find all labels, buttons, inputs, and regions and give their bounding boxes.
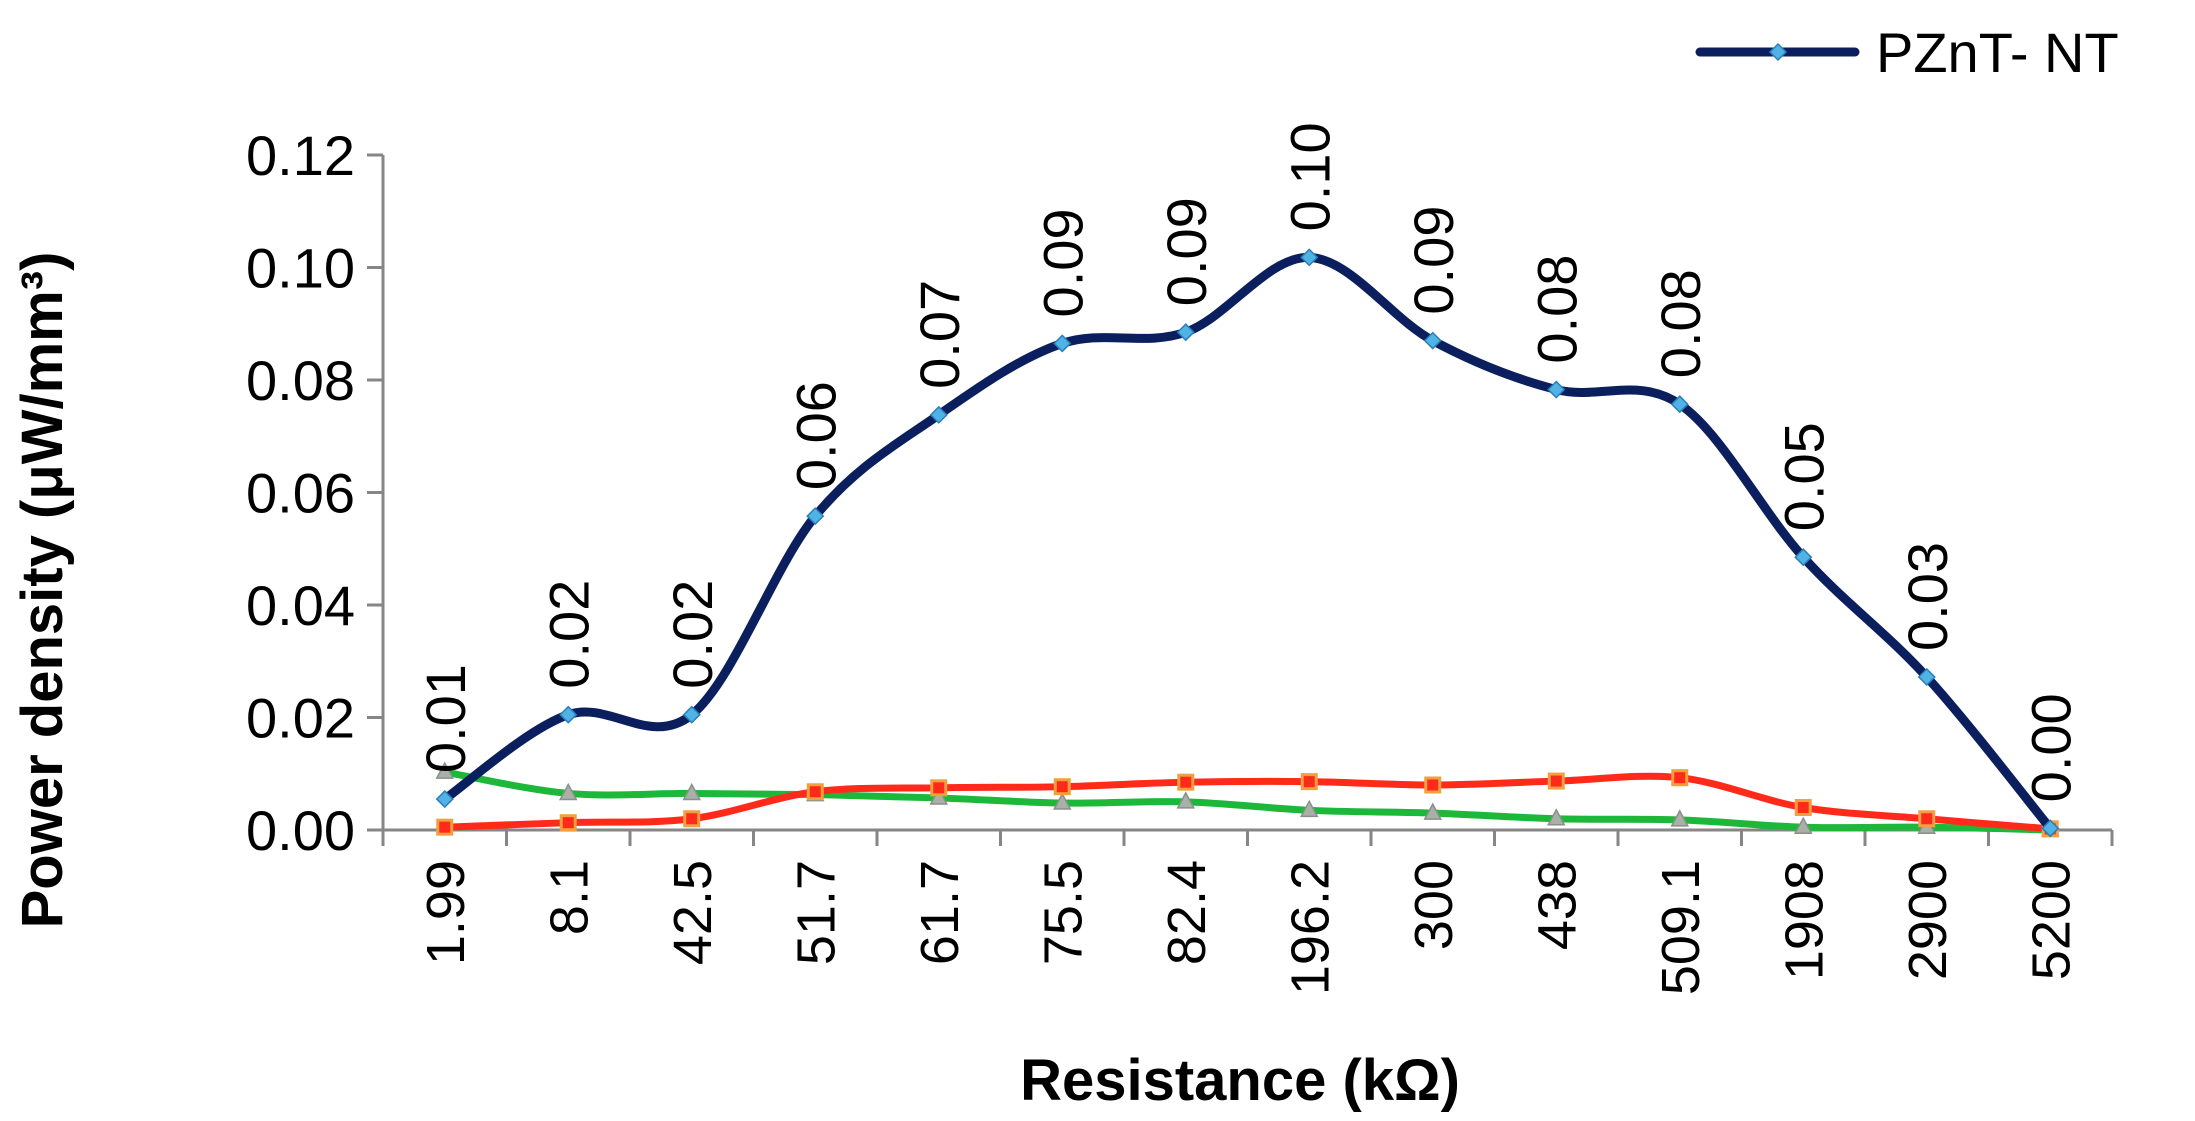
series-1-point [1053, 334, 1072, 353]
x-tick-label: 196.2 [1280, 860, 1340, 995]
x-tick-label: 509.1 [1651, 860, 1711, 995]
data-label: 0.03 [1896, 542, 1959, 651]
x-tick-label: 82.4 [1157, 860, 1217, 965]
series-3-point [682, 782, 701, 801]
data-label: 0.09 [1155, 197, 1218, 306]
series-1-point [1423, 331, 1442, 350]
y-axis-title: Power density (μW/mm³) [10, 252, 75, 929]
series-1-point [435, 790, 454, 809]
series-1-point [1794, 548, 1813, 567]
series-3 [435, 761, 2060, 837]
x-axis-title: Resistance (kΩ) [1020, 1048, 1460, 1113]
data-label: 0.01 [414, 664, 477, 773]
series-3-line [441, 768, 2054, 834]
series-1-point [2041, 819, 2060, 838]
series-1-point [1670, 395, 1689, 414]
x-tick-label: 75.5 [1033, 860, 1093, 965]
data-label: 0.07 [908, 280, 971, 389]
data-label: 0.02 [537, 580, 600, 689]
series-2-point [1300, 773, 1318, 791]
series-1-point [1547, 380, 1566, 399]
series-2-point [683, 810, 701, 828]
data-label: 0.08 [1525, 255, 1588, 364]
series-2-point [1794, 799, 1812, 816]
x-tick-label: 8.1 [539, 860, 599, 935]
x-tick-label: 51.7 [786, 860, 846, 965]
legend: PZnT- NT [1695, 21, 2119, 84]
series-2-point [1918, 810, 1936, 828]
series-1-line [440, 252, 2055, 833]
y-tick-label: 0.00 [246, 799, 355, 862]
series-2-point [806, 783, 824, 801]
series-2-point [1177, 773, 1195, 791]
series-2-point [559, 814, 577, 832]
data-label: 0.09 [1402, 206, 1465, 315]
series-1-point [682, 705, 701, 724]
series-2-point [1053, 778, 1071, 796]
series-3-point [435, 761, 454, 779]
y-tick-label: 0.08 [246, 349, 355, 412]
axes: 0.00 0.02 0.04 0.06 0.08 0.10 0.12 1.99 8.1 42.5 5… [246, 124, 2114, 995]
y-tick-label: 0.10 [246, 237, 355, 300]
series-2-point [1671, 769, 1689, 787]
x-tick-label: 300 [1404, 860, 1464, 950]
x-tick-label: 1908 [1774, 860, 1834, 980]
data-label: 0.02 [661, 580, 724, 689]
series-3-point [1423, 802, 1442, 820]
series-3-point [559, 782, 578, 801]
data-label: 0.10 [1278, 122, 1341, 231]
x-tick-label: 5200 [2021, 860, 2081, 980]
series-3-point [929, 787, 948, 805]
series-3-point [1176, 791, 1195, 809]
series-3-point [1053, 792, 1072, 810]
x-tick-label: 1.99 [416, 860, 476, 965]
series-2-line [441, 772, 2054, 833]
legend-marker [1768, 42, 1788, 62]
series-2-point [1547, 772, 1565, 790]
series-1-point [1917, 667, 1936, 687]
series-1-point [559, 705, 578, 724]
x-tick-label: 438 [1527, 860, 1587, 950]
legend-label: PZnT- NT [1876, 21, 2119, 84]
series-1-point [1300, 248, 1319, 267]
y-tick-label: 0.12 [246, 124, 355, 187]
x-tick-label: 61.7 [910, 860, 970, 965]
series-1-point [806, 507, 825, 526]
series-2-point [930, 779, 948, 797]
data-label: 0.06 [784, 381, 847, 490]
data-label: 0.05 [1772, 422, 1835, 531]
data-label: 0.00 [2019, 693, 2082, 802]
series-3-point [1547, 808, 1566, 826]
series-1 [435, 248, 2060, 838]
series-1-point [1176, 323, 1195, 342]
series-3-point [1670, 809, 1689, 827]
y-tick-label: 0.04 [246, 574, 355, 637]
data-label: 0.08 [1649, 269, 1712, 378]
x-tick-label: 2900 [1898, 860, 1958, 980]
data-label: 0.09 [1031, 208, 1094, 317]
series-2 [436, 769, 2059, 838]
y-tick-label: 0.06 [246, 462, 355, 525]
series-2-point [436, 818, 454, 836]
series-3-point [1300, 799, 1319, 818]
data-labels: 0.01 0.02 0.02 0.06 0.07 0.09 0.09 0.10 0.09 0.08… [414, 122, 2083, 802]
series-2-point [1424, 776, 1442, 794]
y-tick-label: 0.02 [246, 687, 355, 750]
series-3-point [1794, 816, 1813, 834]
series-1-point [929, 405, 948, 424]
x-tick-label: 42.5 [663, 860, 723, 965]
series-layer [435, 248, 2060, 838]
